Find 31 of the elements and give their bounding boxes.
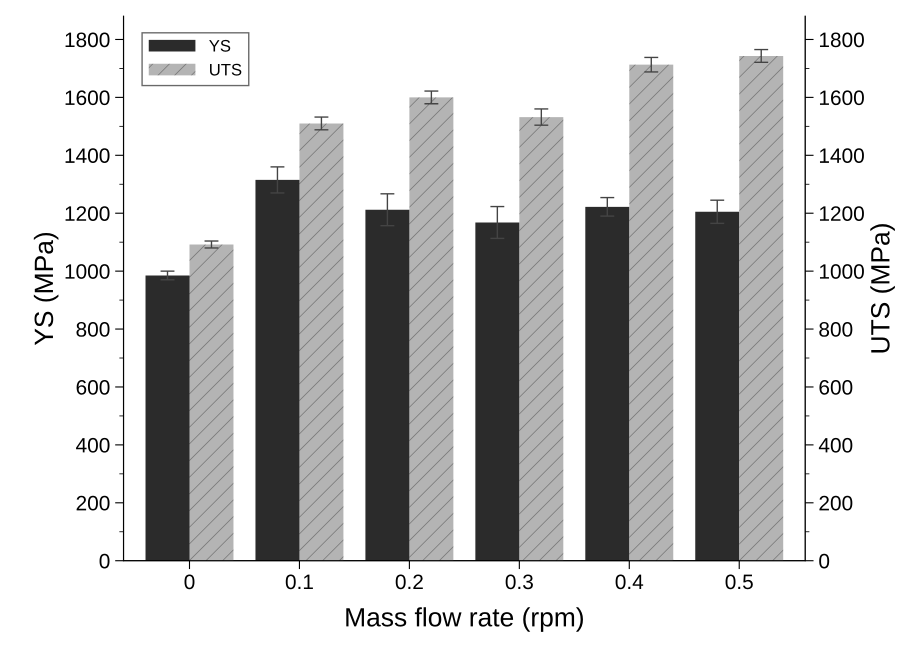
y2-tick-label: 1400 xyxy=(820,148,864,164)
y-tick-label: 800 xyxy=(76,322,110,337)
y-tick-label: 400 xyxy=(76,438,110,453)
y-tick-label: 1600 xyxy=(66,90,110,106)
x-tick-label: 0 xyxy=(184,574,194,590)
y-tick-label: 1400 xyxy=(66,148,110,164)
y2-tick-label: 1600 xyxy=(820,90,864,106)
y2-tick-label: 0 xyxy=(819,554,830,568)
x-axis-title: Mass flow rate (rpm) xyxy=(346,607,583,632)
y2-tick-label: 600 xyxy=(819,380,852,395)
y2-tick-label: 1200 xyxy=(820,206,864,221)
y-tick-label: 0 xyxy=(100,554,110,568)
legend-label: YS xyxy=(209,40,230,52)
y-tick-label: 1000 xyxy=(66,264,110,279)
y-tick-label: 200 xyxy=(76,496,110,511)
y2-tick-label: 800 xyxy=(819,322,852,337)
y-axis-title: YS (MPa) xyxy=(34,232,58,346)
y2-tick-label: 1000 xyxy=(820,264,864,279)
legend-label: UTS xyxy=(210,64,242,76)
y2-tick-label: 1800 xyxy=(820,32,864,48)
y2-axis-title: UTS (MPa) xyxy=(870,224,895,352)
y2-tick-label: 400 xyxy=(818,438,852,453)
y-tick-label: 600 xyxy=(76,380,110,395)
y-tick-label: 1200 xyxy=(66,206,110,221)
x-tick-label: 0.4 xyxy=(616,574,644,590)
x-tick-label: 0.3 xyxy=(506,574,533,590)
x-tick-label: 0.1 xyxy=(286,574,313,590)
x-tick-label: 0.5 xyxy=(726,574,753,590)
x-tick-label: 0.2 xyxy=(396,574,423,590)
y2-tick-label: 200 xyxy=(819,496,852,511)
y-tick-label: 1800 xyxy=(66,32,110,48)
